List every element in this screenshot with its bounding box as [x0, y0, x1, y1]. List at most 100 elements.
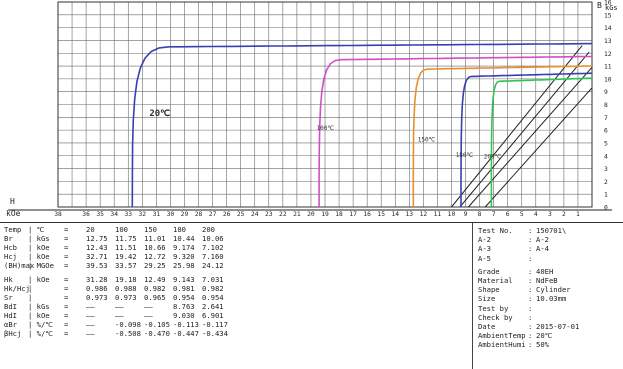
x-tick-label: 38	[54, 211, 62, 218]
y-tick-label: 3	[604, 166, 608, 173]
result-value: 180	[173, 225, 186, 234]
result-value: 20	[86, 225, 95, 234]
result-value: -0.508	[115, 328, 141, 338]
y-marker: B	[597, 1, 602, 10]
load-line	[484, 87, 593, 208]
series-label: 20℃	[149, 108, 170, 119]
result-row: Temp | ℃ = 20 100 150 180 200	[4, 225, 472, 235]
x-tick-label: 9	[464, 211, 468, 218]
x-tick-label: 30	[167, 211, 175, 218]
result-equals: =	[64, 319, 69, 329]
x-axis-ticks: 38 36 35 34 33 32 31 30 29 28 27 26 25 24 23 22 21 20 19 18…	[8, 209, 612, 218]
result-name: Hk/Hcj	[4, 284, 30, 294]
result-value: -0.470	[144, 328, 170, 338]
x-tick-label: 11	[434, 211, 442, 218]
info-colon: :	[528, 285, 533, 295]
info-row: A-3: A-4	[478, 244, 620, 253]
y-tick-label: 16	[604, 0, 612, 7]
result-value: 12.72	[144, 251, 166, 261]
y-tick-label: 2	[604, 179, 608, 186]
result-value: -0.098	[115, 319, 141, 329]
info-colon: :	[528, 303, 533, 313]
result-value: 150	[144, 225, 157, 234]
info-value: NdFeB	[536, 275, 558, 285]
result-value: 7.160	[202, 251, 224, 261]
info-colon: :	[528, 312, 533, 322]
info-row: Size:10.03mm	[478, 294, 620, 303]
x-tick-label: 8	[478, 211, 482, 218]
series-label: 180℃	[456, 152, 474, 159]
info-row: Test No.:150701\	[478, 226, 620, 235]
result-value: 11.01	[144, 233, 166, 243]
result-value: 200	[202, 225, 215, 234]
y-tick-label: 4	[604, 153, 608, 160]
result-equals: =	[64, 242, 69, 252]
result-value: 9.030	[173, 311, 195, 321]
result-value: -0.117	[202, 319, 228, 329]
y-axis-label: kGs	[605, 4, 618, 12]
info-label: Date	[478, 321, 496, 331]
info-colon: :	[528, 321, 533, 331]
load-line	[467, 67, 593, 208]
x-tick-label: 10	[448, 211, 456, 218]
x-tick-label: 36	[82, 211, 90, 218]
result-unit: | kOe	[28, 311, 50, 321]
result-value: 0.965	[144, 293, 166, 303]
x-tick-label: 20	[307, 211, 315, 218]
info-label: AmbientHumi	[478, 340, 526, 350]
result-value: ——	[86, 328, 95, 338]
result-unit: | kOe	[28, 275, 50, 285]
y-tick-label: 5	[604, 140, 608, 147]
x-marker: H	[10, 197, 15, 206]
x-tick-label: 29	[181, 211, 189, 218]
result-value: 11.75	[115, 233, 137, 243]
series-label: 150℃	[418, 137, 436, 144]
result-row: (BH)max | MGOe = 39.53 33.57 29.25 25.98 24.12	[4, 260, 472, 271]
result-value: 12.43	[86, 242, 108, 252]
info-value: 50%	[536, 340, 549, 350]
result-value: 24.12	[202, 260, 224, 270]
x-tick-label: 13	[406, 211, 414, 218]
result-value: 19.18	[115, 275, 137, 285]
result-value: ——	[86, 319, 95, 329]
result-unit: | %/℃	[28, 319, 54, 329]
x-tick-label: 31	[153, 211, 161, 218]
info-row: AmbientTemp:20℃	[478, 331, 620, 340]
x-tick-label: 14	[391, 211, 399, 218]
test-info-table: Test No.:150701\ A-2: A-2 A-3: A-4 A-5: Grade:…	[478, 226, 620, 349]
result-unit: |	[28, 284, 33, 294]
info-value: 20℃	[536, 331, 553, 341]
result-equals: =	[64, 251, 69, 261]
info-value: A-2	[536, 235, 549, 245]
info-label: Test by	[478, 303, 509, 313]
x-tick-label: 17	[349, 211, 357, 218]
result-value: 9.174	[173, 242, 195, 252]
load-line	[451, 45, 583, 208]
series-label: 100℃	[317, 125, 335, 132]
result-name: Temp	[4, 225, 22, 234]
result-equals: =	[64, 293, 69, 303]
result-value: ——	[86, 302, 95, 312]
info-row: Grade:40EH	[478, 267, 620, 276]
info-label: A-3	[478, 244, 491, 254]
x-tick-label: 18	[335, 211, 343, 218]
x-tick-label: 21	[293, 211, 301, 218]
y-tick-label: 8	[604, 102, 608, 109]
x-tick-label: 12	[420, 211, 428, 218]
result-name: Hcj	[4, 251, 17, 261]
result-unit: | kOe	[28, 242, 50, 252]
result-equals: =	[64, 302, 69, 312]
chart-grid	[57, 1, 593, 208]
panel-divider	[472, 223, 473, 369]
y-tick-label: 6	[604, 128, 608, 135]
result-name: HdI	[4, 311, 17, 321]
result-name: Hk	[4, 275, 13, 285]
result-value: 31.28	[86, 275, 108, 285]
result-name: βHcj	[4, 328, 22, 338]
x-tick-label: 28	[195, 211, 203, 218]
results-panel: Temp | ℃ = 20 100 150 180 200 Br | kGs = 12.75 11.75…	[0, 222, 623, 369]
result-value: 0.954	[202, 293, 224, 303]
x-tick-label: 22	[279, 211, 287, 218]
y-tick-label: 11	[604, 64, 612, 71]
info-colon: :	[528, 253, 533, 263]
